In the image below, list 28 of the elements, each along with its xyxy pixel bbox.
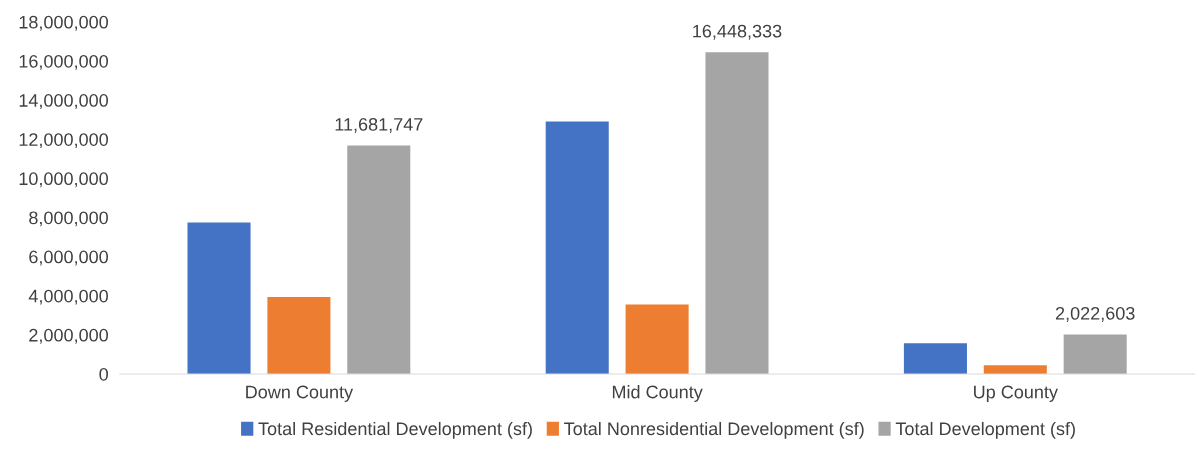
y-tick-label: 2,000,000 (29, 328, 108, 344)
y-tick-label: 16,000,000 (19, 54, 108, 70)
y-tick-label: 8,000,000 (29, 211, 108, 227)
data-label: 2,022,603 (1055, 306, 1135, 322)
x-tick-label: Up County (974, 385, 1058, 402)
bar (705, 52, 769, 375)
bar (625, 304, 689, 375)
y-tick-label: 18,000,000 (19, 15, 108, 31)
bar (903, 343, 967, 375)
y-tick-label: 12,000,000 (19, 133, 108, 149)
bar (187, 222, 251, 375)
bar (1063, 334, 1127, 375)
bar (267, 297, 331, 375)
y-tick-label: 10,000,000 (19, 172, 108, 188)
legend-label: Total Residential Development (sf) (258, 421, 532, 439)
y-tick-label: 0 (99, 367, 108, 381)
x-tick-label: Down County (246, 385, 354, 402)
data-label: 16,448,333 (693, 24, 782, 40)
data-label: 11,681,747 (335, 117, 423, 133)
bar (983, 365, 1047, 375)
legend-label: Total Nonresidential Development (sf) (564, 421, 864, 439)
x-tick-label: Mid County (612, 385, 703, 402)
bar (545, 121, 609, 375)
y-tick-label: 4,000,000 (28, 289, 108, 305)
y-tick-label: 6,000,000 (29, 250, 108, 266)
bar (347, 145, 411, 375)
y-tick-label: 14,000,000 (19, 94, 108, 109)
legend-label: Total Development (sf) (895, 421, 1075, 439)
